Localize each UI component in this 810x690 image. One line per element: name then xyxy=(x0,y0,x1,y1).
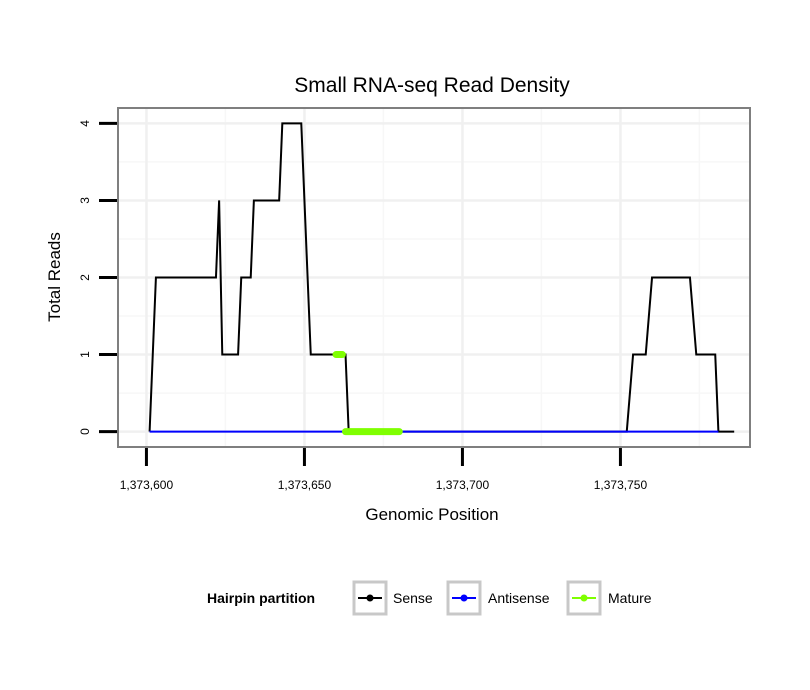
x-axis-label: Genomic Position xyxy=(365,505,498,524)
series-sense xyxy=(148,122,735,433)
grid-lines xyxy=(118,108,750,447)
y-tick-label: 4 xyxy=(78,120,92,127)
y-tick-label: 0 xyxy=(78,428,92,435)
legend-key-dot xyxy=(580,594,588,602)
y-axis-label: Total Reads xyxy=(45,232,64,322)
x-tick-label: 1,373,700 xyxy=(436,478,490,492)
legend-label: Mature xyxy=(608,590,652,606)
x-tick-label: 1,373,600 xyxy=(120,478,174,492)
sense-line xyxy=(148,122,735,433)
x-axis: 1,373,600 1,373,650 1,373,700 1,373,750 xyxy=(120,448,648,492)
x-tick-label: 1,373,750 xyxy=(594,478,648,492)
y-tick-label: 1 xyxy=(78,351,92,358)
legend-item-sense: Sense xyxy=(352,580,433,616)
legend-key-dot xyxy=(366,594,374,602)
legend-label: Antisense xyxy=(488,590,550,606)
legend-title: Hairpin partition xyxy=(207,590,315,606)
y-tick-label: 2 xyxy=(78,274,92,281)
legend-key-dot xyxy=(460,594,468,602)
chart-title: Small RNA-seq Read Density xyxy=(294,74,570,97)
legend: Hairpin partition Sense Antisense Mature xyxy=(207,580,652,616)
series-layer xyxy=(148,122,735,436)
legend-item-mature: Mature xyxy=(566,580,652,616)
x-tick-label: 1,373,650 xyxy=(278,478,332,492)
y-axis: 0 1 2 3 4 xyxy=(78,120,117,435)
series-mature xyxy=(332,351,403,436)
plot-area xyxy=(117,107,751,448)
legend-label: Sense xyxy=(393,590,433,606)
legend-item-antisense: Antisense xyxy=(446,580,550,616)
plot-border xyxy=(117,107,751,448)
y-tick-label: 3 xyxy=(78,197,92,204)
